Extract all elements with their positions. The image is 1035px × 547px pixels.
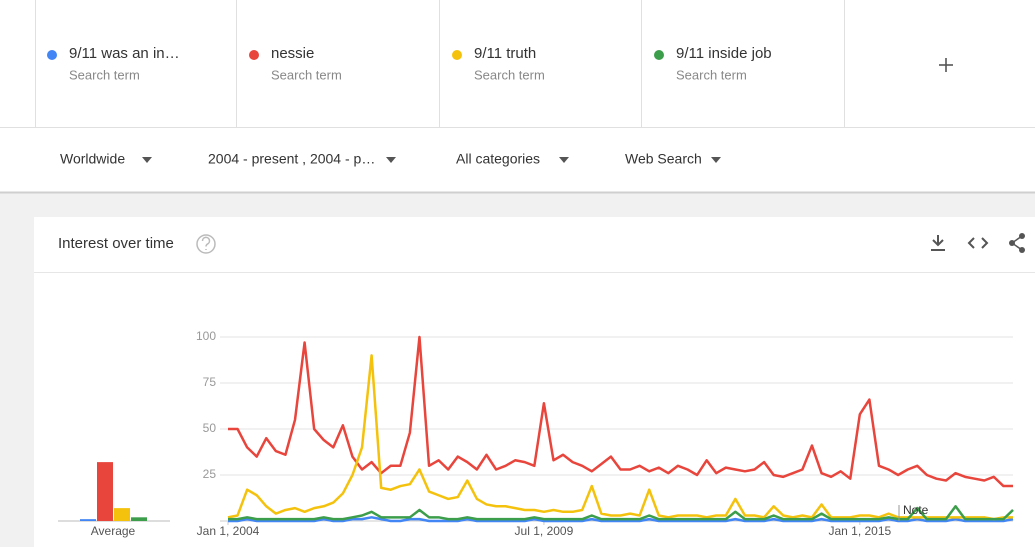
term-subtitle: Search term [69, 67, 140, 82]
average-bar [97, 462, 113, 521]
series-line [228, 505, 1014, 521]
term-dot [654, 50, 664, 60]
card [34, 217, 1035, 547]
dropdown-arrow [559, 157, 569, 163]
average-bar [131, 517, 147, 521]
term-subtitle: Search term [271, 67, 342, 82]
term-subtitle: Search term [474, 67, 545, 82]
x-tick-label: Jul 1, 2009 [515, 524, 574, 538]
series-line [227, 354, 1013, 521]
filter-label: Worldwide [60, 151, 125, 167]
x-tick-label: Jan 1, 2004 [197, 524, 260, 538]
add-term-button[interactable] [939, 58, 953, 72]
help-circle [196, 234, 216, 254]
help-icon[interactable] [196, 234, 216, 254]
term-dot [249, 50, 259, 60]
card-title: Interest over time [58, 235, 174, 252]
dropdown-arrow [386, 157, 396, 163]
filter-label: 2004 - present , 2004 - p… [208, 151, 375, 167]
series-line [228, 516, 1014, 523]
top-panel [0, 0, 1035, 192]
filter-label: Web Search [625, 151, 702, 167]
term-dot [452, 50, 462, 60]
help-mark [201, 236, 211, 250]
y-tick-label: 25 [203, 467, 217, 481]
term-name: 9/11 truth [474, 45, 536, 62]
average-bar [80, 519, 96, 521]
term-name: 9/11 inside job [676, 45, 772, 62]
filter-label: All categories [456, 151, 540, 167]
term-name: nessie [271, 45, 314, 62]
term-name: 9/11 was an in… [69, 45, 180, 62]
download-icon[interactable] [931, 235, 945, 251]
dropdown-arrow [711, 157, 721, 163]
embed-glyph [967, 237, 989, 249]
average-bar [114, 508, 130, 521]
term-dot [47, 50, 57, 60]
download-glyph [931, 235, 945, 251]
series-line [228, 335, 1013, 488]
annotation: Note [903, 503, 929, 517]
share-lines [1010, 235, 1023, 251]
y-tick-label: 100 [196, 329, 216, 343]
embed-icon[interactable] [967, 237, 989, 249]
average-label: Average [91, 524, 136, 538]
term-dividers [35, 0, 845, 127]
y-tick-label: 75 [203, 375, 217, 389]
y-tick-label: 50 [203, 421, 217, 435]
share-icon[interactable] [1009, 233, 1025, 253]
x-tick-label: Jan 1, 2015 [828, 524, 891, 538]
dropdown-arrow [142, 157, 152, 163]
term-subtitle: Search term [676, 67, 747, 82]
